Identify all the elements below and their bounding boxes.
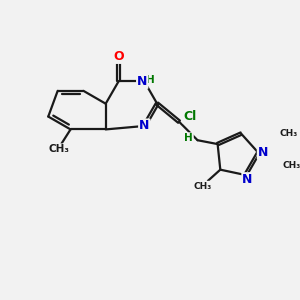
Text: N: N <box>242 173 253 186</box>
Text: N: N <box>139 119 149 133</box>
Text: N: N <box>137 75 147 88</box>
Text: H: H <box>184 133 193 143</box>
Text: N: N <box>258 146 268 159</box>
Text: CH₃: CH₃ <box>49 144 70 154</box>
Text: Cl: Cl <box>183 110 196 122</box>
Text: CH₃: CH₃ <box>193 182 211 190</box>
Text: CH₃: CH₃ <box>283 161 300 170</box>
Text: O: O <box>113 50 124 63</box>
Text: H: H <box>146 75 154 85</box>
Text: CH₃: CH₃ <box>280 129 298 138</box>
